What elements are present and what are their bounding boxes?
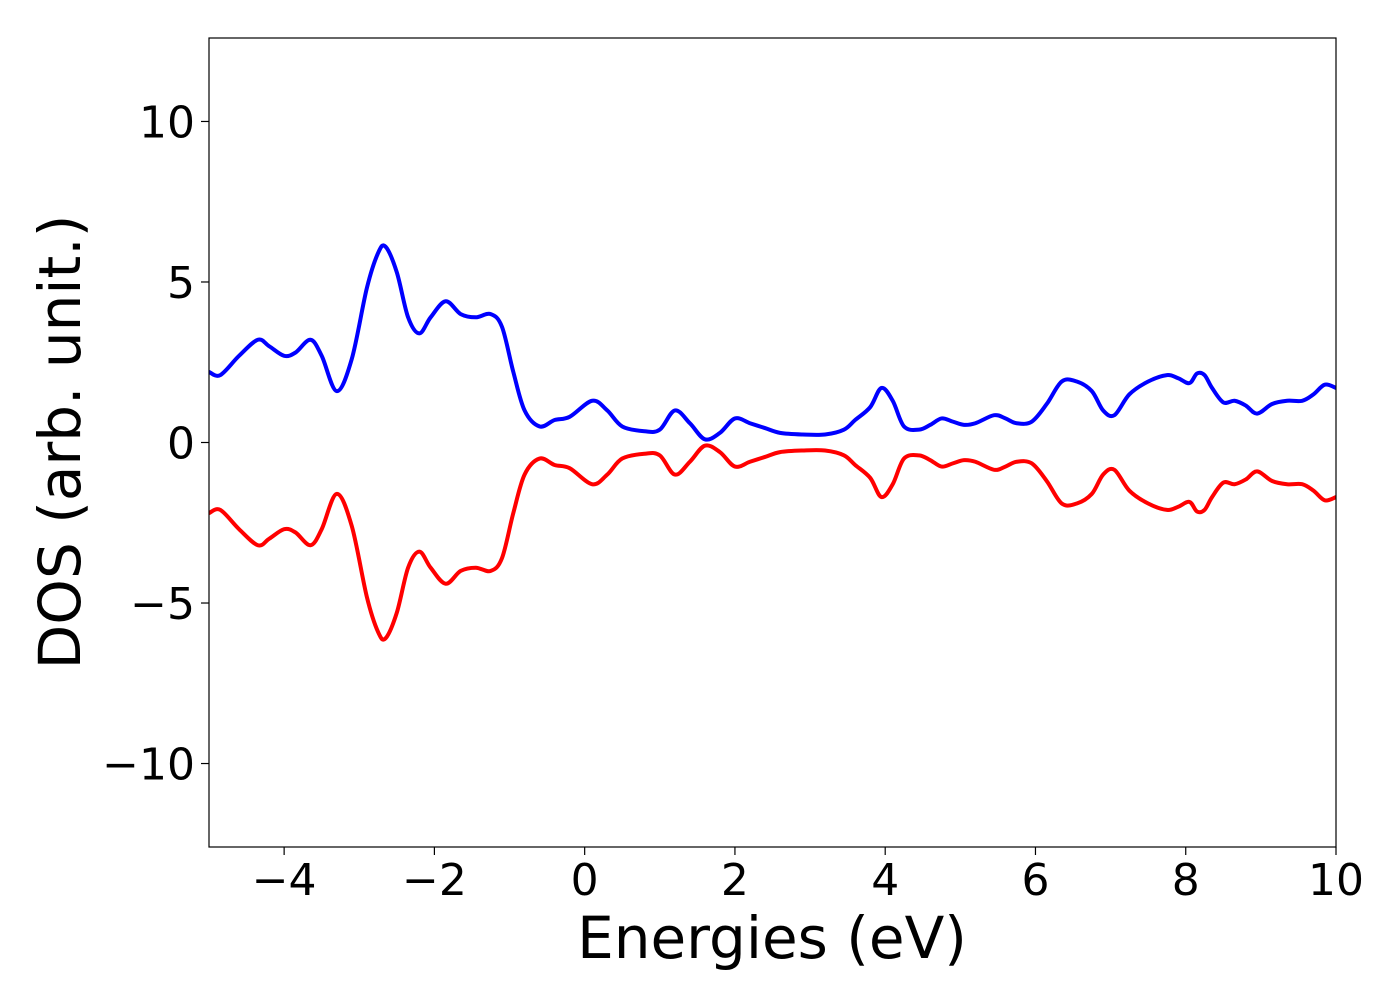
- x-tick-label: 4: [871, 855, 899, 906]
- x-tick-label: −4: [252, 855, 317, 906]
- plot-frame: [208, 37, 1337, 848]
- series-line-spin-down: [209, 443, 1336, 642]
- series-layer: [209, 243, 1336, 642]
- y-tick-label: 0: [167, 419, 195, 470]
- y-tick-label: −10: [102, 740, 195, 791]
- x-tick-label: 10: [1308, 855, 1364, 906]
- x-tick-label: −2: [402, 855, 467, 906]
- x-tick-label: 8: [1172, 855, 1200, 906]
- x-tick-label: 2: [721, 855, 749, 906]
- y-axis-label: DOS (arb. unit.): [26, 215, 94, 670]
- x-tick-label: 6: [1021, 855, 1049, 906]
- series-line-spin-up: [209, 243, 1336, 442]
- y-tick-label: 5: [167, 258, 195, 309]
- x-tick-label: 0: [571, 855, 599, 906]
- y-tick-label: −5: [130, 579, 195, 630]
- x-axis: −4 −2 0 2 4 6 8 10: [252, 847, 1364, 906]
- y-axis: −10 −5 0 5 10: [102, 97, 209, 791]
- y-tick-label: 10: [139, 97, 195, 148]
- x-axis-label: Energies (eV): [577, 904, 967, 972]
